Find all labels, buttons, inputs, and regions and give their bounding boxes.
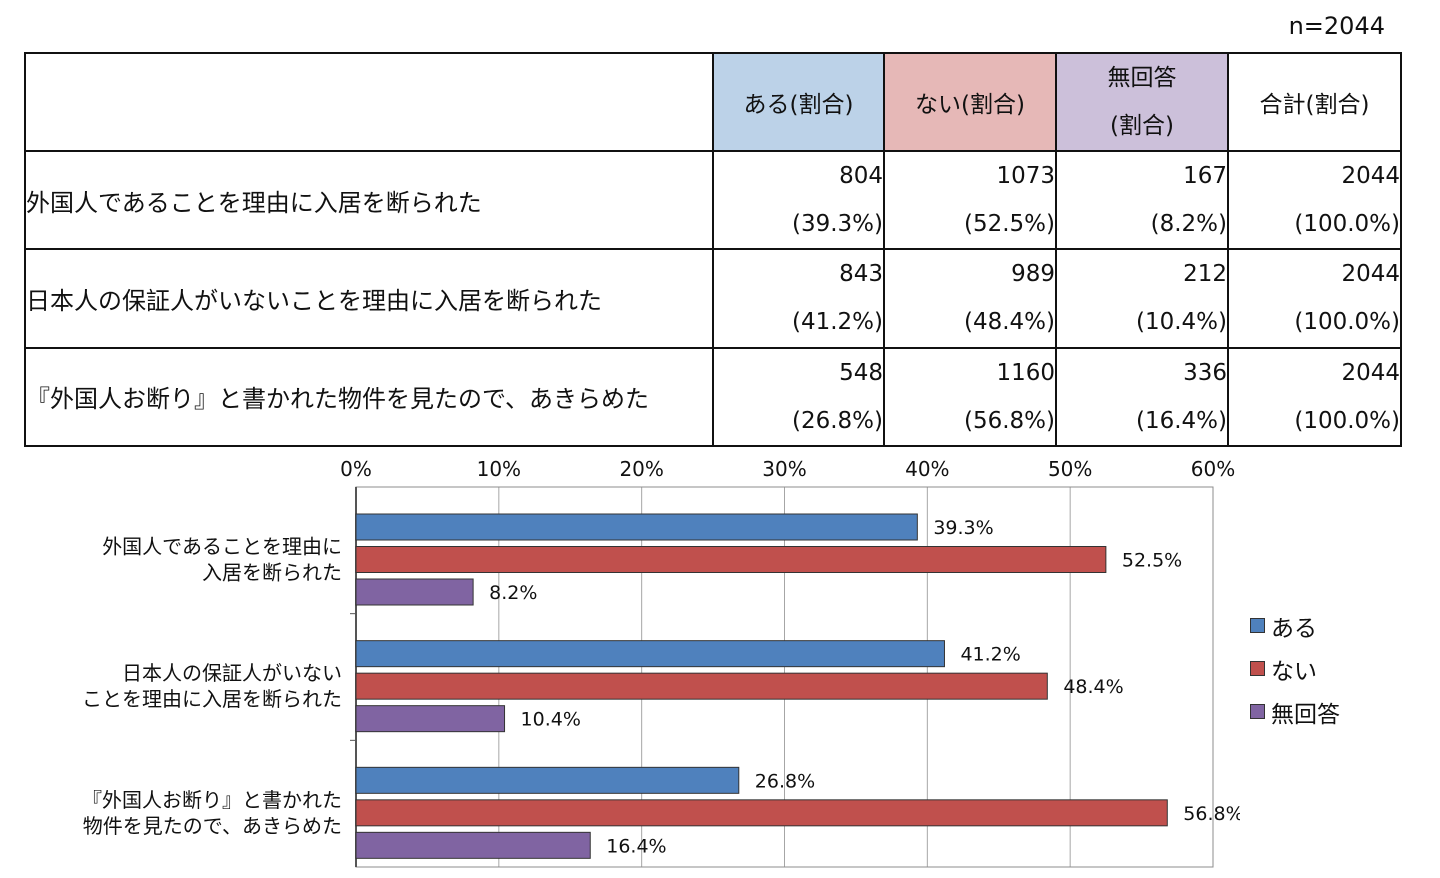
survey-table: ある(割合) ない(割合) 無回答 (割合) 合計(割合) 外国人であることを理… <box>24 52 1402 448</box>
x-tick-label: 10% <box>477 457 521 481</box>
count: 2044 <box>1341 163 1400 190</box>
header-nai: ない(割合) <box>883 52 1057 152</box>
category-label: 外国人であることを理由に <box>102 535 342 559</box>
percent: (100.0%) <box>1294 211 1400 238</box>
total-cell: 2044 (100.0%) <box>1227 149 1402 251</box>
bar <box>355 578 474 606</box>
count: 804 <box>839 163 883 190</box>
mu-cell: 167 (8.2%) <box>1055 149 1229 251</box>
total-cell: 2044 (100.0%) <box>1227 248 1402 349</box>
category-label: 『外国人お断り』と書かれた <box>82 788 342 812</box>
bar <box>355 546 1107 573</box>
category-label: 物件を見たので、あきらめた <box>83 814 342 838</box>
header-mu-line2: (割合) <box>1110 113 1174 139</box>
header-aru: ある(割合) <box>712 52 885 152</box>
legend-item-nai: ない <box>1250 647 1340 690</box>
table-row: 『外国人お断り』と書かれた物件を見たので、あきらめた 548 (26.8%) 11… <box>24 346 1402 448</box>
percent: (10.4%) <box>1135 309 1227 336</box>
question-cell: 日本人の保証人がいないことを理由に入居を断られた <box>24 248 714 349</box>
question-cell: 外国人であることを理由に入居を断られた <box>24 149 714 251</box>
table-row: 外国人であることを理由に入居を断られた 804 (39.3%) 1073 (52.5… <box>24 149 1402 251</box>
table-row: 日本人の保証人がいないことを理由に入居を断られた 843 (41.2%) 989 (… <box>24 248 1402 349</box>
data-label: 16.4% <box>606 835 666 857</box>
mu-cell: 212 (10.4%) <box>1055 248 1229 349</box>
data-label: 41.2% <box>960 644 1020 666</box>
bar <box>355 705 506 733</box>
count: 167 <box>1183 163 1227 190</box>
legend-swatch-mu <box>1250 704 1265 719</box>
legend-label-nai: ない <box>1271 658 1317 685</box>
nai-cell: 1073 (52.5%) <box>883 149 1057 251</box>
legend-swatch-aru <box>1250 618 1265 633</box>
legend-swatch-nai <box>1250 661 1265 676</box>
category-label: 入居を断られた <box>202 561 342 585</box>
count: 2044 <box>1341 359 1400 386</box>
bar <box>355 799 1168 827</box>
x-tick-label: 30% <box>762 457 806 481</box>
percent: (100.0%) <box>1294 407 1400 434</box>
data-label: 56.8% <box>1183 803 1240 825</box>
aru-cell: 548 (26.8%) <box>712 346 885 448</box>
count: 212 <box>1183 261 1227 288</box>
percent: (16.4%) <box>1135 407 1227 434</box>
bar-chart: 0% 10% 20% 30% 40% 50% 60% 39.3% 52.5% 8.2% 外国人である… <box>82 457 1240 868</box>
question-cell: 『外国人お断り』と書かれた物件を見たので、あきらめた <box>24 346 714 448</box>
percent: (56.8%) <box>963 407 1055 434</box>
x-tick-label: 0% <box>340 457 372 481</box>
count: 336 <box>1183 359 1227 386</box>
percent: (8.2%) <box>1150 211 1227 238</box>
x-tick-label: 50% <box>1048 457 1092 481</box>
legend-item-mu: 無回答 <box>1250 690 1340 733</box>
legend-label-mu: 無回答 <box>1271 701 1340 728</box>
header-blank <box>24 52 714 152</box>
count: 548 <box>839 359 883 386</box>
category-label: 日本人の保証人がいない <box>122 661 342 685</box>
bar <box>355 672 1048 700</box>
data-label: 26.8% <box>755 770 815 792</box>
bar <box>355 831 591 859</box>
x-tick-label: 60% <box>1191 457 1235 481</box>
percent: (41.2%) <box>791 309 883 336</box>
percent: (48.4%) <box>963 309 1055 336</box>
legend-label-aru: ある <box>1271 615 1317 642</box>
aru-cell: 843 (41.2%) <box>712 248 885 349</box>
table-header-row: ある(割合) ない(割合) 無回答 (割合) 合計(割合) <box>24 52 1402 152</box>
percent: (39.3%) <box>791 211 883 238</box>
count: 1073 <box>996 163 1055 190</box>
legend-item-aru: ある <box>1250 604 1340 647</box>
bar <box>355 513 918 541</box>
percent: (26.8%) <box>791 407 883 434</box>
count: 843 <box>839 261 883 288</box>
x-tick-label: 20% <box>619 457 663 481</box>
percent: (52.5%) <box>963 211 1055 238</box>
header-total: 合計(割合) <box>1227 52 1402 152</box>
category-label: ことを理由に入居を断られた <box>82 687 342 711</box>
aru-cell: 804 (39.3%) <box>712 149 885 251</box>
data-label: 52.5% <box>1122 550 1182 572</box>
data-label: 8.2% <box>489 582 537 604</box>
data-label: 48.4% <box>1063 676 1123 698</box>
sample-size-label: n=2044 <box>1288 12 1385 40</box>
nai-cell: 1160 (56.8%) <box>883 346 1057 448</box>
data-label: 10.4% <box>521 709 581 731</box>
header-mu: 無回答 (割合) <box>1055 52 1229 152</box>
header-mu-line1: 無回答 <box>1107 65 1177 91</box>
percent: (100.0%) <box>1294 309 1400 336</box>
count: 2044 <box>1341 261 1400 288</box>
mu-cell: 336 (16.4%) <box>1055 346 1229 448</box>
data-label: 39.3% <box>933 517 993 539</box>
total-cell: 2044 (100.0%) <box>1227 346 1402 448</box>
count: 1160 <box>996 359 1055 386</box>
bar <box>355 640 945 668</box>
nai-cell: 989 (48.4%) <box>883 248 1057 349</box>
x-tick-label: 40% <box>905 457 949 481</box>
bar <box>355 766 740 794</box>
count: 989 <box>1011 261 1055 288</box>
chart-legend: ある ない 無回答 <box>1250 604 1340 733</box>
